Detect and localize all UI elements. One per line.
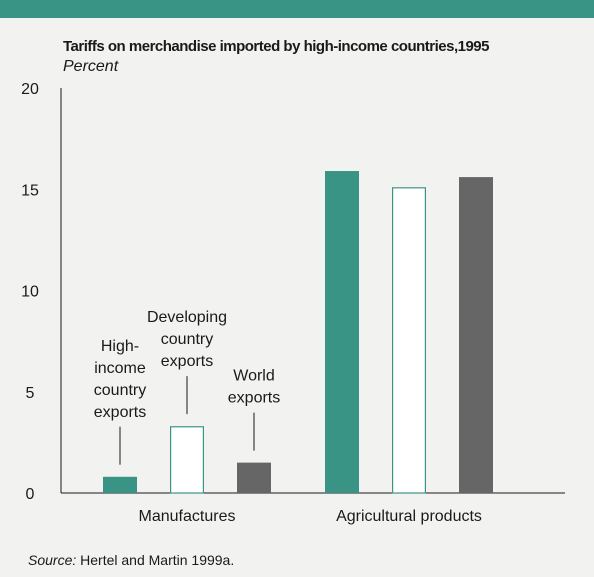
source-text: Hertel and Martin 1999a.: [76, 552, 235, 568]
bar-manufactures-series-3: [237, 462, 271, 493]
bar-agricultural-series-2: [392, 187, 427, 494]
annotation-label: income: [94, 360, 146, 377]
source-note: Source: Hertel and Martin 1999a.: [28, 552, 234, 568]
y-tick-label: 5: [26, 385, 35, 402]
bar-manufactures-series-2: [170, 426, 205, 494]
annotation-label: High-: [101, 338, 139, 355]
y-tick-label: 15: [21, 182, 39, 199]
x-category-label: Manufactures: [139, 508, 236, 525]
annotation-label: exports: [94, 404, 146, 421]
annotation-label: World: [233, 368, 275, 385]
y-tick-label: 0: [26, 486, 35, 503]
bar-chart: 0 5 10 15 20 Manufactures Agricultural product…: [21, 81, 565, 525]
annotation-label: country: [94, 382, 146, 399]
annotation-label: country: [161, 331, 213, 348]
x-category-label: Agricultural products: [336, 508, 482, 525]
y-tick-label: 10: [21, 284, 39, 301]
top-accent-bar: [0, 0, 594, 18]
source-label: Source:: [28, 552, 77, 568]
chart-title: Tariffs on merchandise imported by high-…: [63, 38, 490, 55]
annotation-label: Developing: [147, 309, 227, 326]
annotation-label: exports: [228, 390, 280, 407]
y-tick-label: 20: [21, 81, 39, 98]
annotation-label: exports: [161, 353, 213, 370]
chart-subtitle: Percent: [63, 58, 119, 75]
bar-manufactures-series-1: [103, 476, 137, 493]
bar-agricultural-series-1: [325, 171, 359, 493]
bar-agricultural-series-3: [459, 177, 493, 493]
